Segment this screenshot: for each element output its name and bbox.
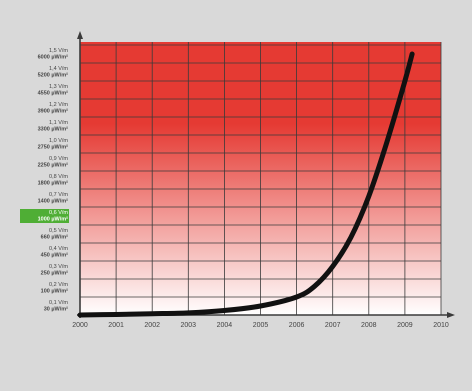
y-tick-label-vm: 0,5 V/m: [49, 228, 68, 234]
x-tick-label: 2007: [325, 322, 341, 329]
y-tick-label-uw: 250 µW/m²: [41, 270, 68, 277]
y-tick-label-vm: 1,1 V/m: [49, 120, 68, 126]
x-tick-label: 2009: [397, 322, 413, 329]
y-tick-highlight: [20, 209, 69, 223]
x-tick-label: 2005: [253, 322, 269, 329]
y-tick-label-vm: 0,2 V/m: [49, 282, 68, 288]
series-line: [77, 51, 415, 318]
y-tick-label-vm: 1,2 V/m: [49, 102, 68, 108]
x-tick-label: 2006: [289, 322, 305, 329]
y-tick-label-uw: 6000 µW/m²: [38, 54, 69, 61]
y-tick-label-uw: 1800 µW/m²: [38, 180, 69, 187]
y-axis-arrow: [77, 31, 83, 39]
y-tick-label-uw: 5200 µW/m²: [38, 72, 69, 79]
series-layer: [77, 51, 415, 318]
y-tick-label-vm: 1,0 V/m: [49, 138, 68, 144]
y-tick-label-vm: 0,6 V/m: [49, 210, 68, 216]
x-axis-ticks: 2000 2001 2002 2003 2004 2005 2006 2007 2008 2009…: [72, 322, 449, 329]
grid: [79, 42, 442, 315]
y-tick-label-uw: 3900 µW/m²: [38, 108, 69, 115]
y-tick-label-uw: 660 µW/m²: [41, 234, 68, 241]
y-tick-label-vm: 0,1 V/m: [49, 300, 68, 306]
y-tick-label-uw: 30 µW/m²: [44, 306, 68, 313]
y-tick-label-uw: 100 µW/m²: [41, 288, 68, 295]
y-tick-label-uw: 1000 µW/m²: [38, 216, 69, 223]
y-tick-label-uw: 2250 µW/m²: [38, 162, 69, 169]
y-tick-label-vm: 0,7 V/m: [49, 192, 68, 198]
y-tick-label-vm: 0,8 V/m: [49, 174, 68, 180]
y-tick-label-uw: 3300 µW/m²: [38, 126, 69, 133]
x-tick-label: 2003: [181, 322, 197, 329]
x-tick-label: 2001: [108, 322, 124, 329]
y-tick-label-vm: 0,3 V/m: [49, 264, 68, 270]
x-tick-label: 2002: [144, 322, 160, 329]
y-tick-label-uw: 4550 µW/m²: [38, 90, 69, 97]
y-tick-label-uw: 1400 µW/m²: [38, 198, 69, 205]
y-tick-label-uw: 2750 µW/m²: [38, 144, 69, 151]
x-tick-label: 2010: [433, 322, 449, 329]
x-tick-label: 2008: [361, 322, 377, 329]
x-axis-arrow: [447, 312, 455, 318]
y-tick-label-vm: 0,9 V/m: [49, 156, 68, 162]
y-tick-label-vm: 0,4 V/m: [49, 246, 68, 252]
x-tick-label: 2004: [217, 322, 233, 329]
y-tick: 0,1 V/m30 µW/m²: [44, 300, 69, 313]
y-tick-label-vm: 1,3 V/m: [49, 84, 68, 90]
x-tick-label: 2000: [72, 322, 88, 329]
y-tick-label-vm: 1,4 V/m: [49, 66, 68, 72]
y-tick-label-vm: 1,5 V/m: [49, 48, 68, 54]
y-tick-label-uw: 450 µW/m²: [41, 252, 68, 259]
